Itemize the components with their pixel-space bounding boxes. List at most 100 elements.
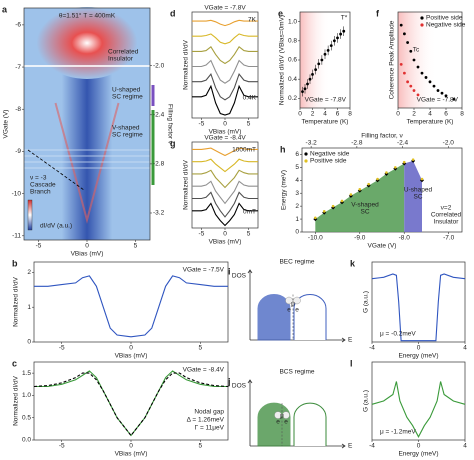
- annotation: VGate = -7.8V: [417, 97, 459, 104]
- line-series: [192, 147, 258, 157]
- x-tick-label: -5: [36, 243, 42, 250]
- legend-marker: [304, 159, 308, 163]
- point: [399, 62, 403, 66]
- annotation: e: [284, 419, 288, 426]
- plot-frame: [299, 11, 351, 109]
- y-axis-label: G (a.u.): [363, 390, 370, 412]
- point: [367, 182, 370, 186]
- annotation: SC regime: [112, 132, 143, 139]
- point: [409, 84, 413, 88]
- x-tick-label: 4: [463, 443, 467, 450]
- annotation: μ = -1.2meV: [380, 429, 416, 436]
- y-tick-label: 1.0: [22, 392, 31, 399]
- line-series: [192, 19, 258, 27]
- point: [301, 90, 304, 94]
- point: [308, 77, 312, 81]
- electron: [293, 296, 301, 305]
- annotation: Δ = 1.26meV: [187, 417, 225, 424]
- cascade-dash: [27, 149, 85, 191]
- y-tick-label: 0.8: [288, 38, 297, 45]
- point: [320, 58, 324, 62]
- annotation: BEC regime: [279, 259, 314, 266]
- panel-label: f: [376, 8, 380, 18]
- panel-label: k: [350, 258, 356, 268]
- point: [412, 58, 416, 62]
- annotation: e: [276, 419, 280, 426]
- heatmap-blob: [36, 7, 138, 79]
- y-axis-label: Normalized dI/dV: [13, 375, 20, 426]
- annotation: U-shaped: [404, 187, 433, 194]
- annotation: DOS: [232, 383, 247, 390]
- point: [420, 71, 424, 75]
- point: [424, 76, 428, 79]
- plot-frame: [397, 11, 463, 109]
- annotation: E: [348, 443, 353, 450]
- y-tick-label: 0.4: [288, 76, 297, 83]
- annotation: Tc: [413, 47, 420, 54]
- point: [416, 65, 420, 69]
- point: [412, 89, 416, 92]
- x-axis-label: VGate (V): [368, 243, 397, 250]
- point: [416, 93, 420, 97]
- y-tick-label: 3: [295, 190, 299, 197]
- panel-label: i: [228, 266, 231, 276]
- y-tick-label: 4: [295, 177, 299, 184]
- annotation: SC regime: [112, 94, 143, 101]
- x-tick-label: 0: [223, 121, 227, 128]
- point: [411, 158, 415, 161]
- y-tick-label: 1.0: [288, 18, 297, 25]
- x-axis-label: Temperature (K): [407, 119, 454, 126]
- plot-frame: [191, 11, 259, 119]
- panel-label: g: [170, 138, 176, 148]
- annotation: e: [295, 307, 299, 314]
- x2-tick-label: -2.4: [397, 140, 409, 147]
- heatmap-v: [54, 102, 120, 224]
- legend-label: Negative side: [310, 151, 350, 158]
- panel-label: l: [350, 358, 353, 368]
- point: [399, 23, 403, 27]
- line-series: [192, 59, 258, 84]
- x-tick-label: 4: [323, 111, 327, 118]
- point: [322, 210, 326, 213]
- annotation: SC: [413, 194, 422, 201]
- annotation: V-shaped: [112, 125, 140, 132]
- annotation: θ=1.51° T = 400mK: [59, 12, 116, 20]
- point: [326, 49, 330, 52]
- y-tick-label: -11: [12, 233, 21, 240]
- x-tick-label: 0: [417, 443, 421, 450]
- annotation: μ: [291, 301, 295, 308]
- annotation: VGate = -7.8V: [305, 97, 347, 104]
- annotation: BCS regime: [279, 369, 314, 376]
- x-tick-label: 6: [336, 111, 340, 118]
- y-axis-label: Normalized dI/dV: [183, 39, 190, 90]
- x-tick-label: -9.0: [354, 235, 366, 242]
- panel-label: j: [227, 376, 231, 386]
- annotation: e: [287, 307, 291, 314]
- x-tick-label: 5: [198, 345, 202, 352]
- x-tick-label: 2: [311, 111, 315, 118]
- line-series: [192, 45, 258, 65]
- annotation: 0.4K: [243, 95, 257, 102]
- x-tick-label: 0: [129, 345, 133, 352]
- line-series: [34, 275, 228, 338]
- area-fill: [315, 163, 405, 232]
- point: [436, 89, 440, 92]
- x-axis-label: VBias (mV): [71, 251, 104, 258]
- point: [317, 62, 321, 66]
- legend-marker: [420, 16, 424, 20]
- x-tick-label: -5: [59, 345, 65, 352]
- point: [303, 87, 307, 91]
- axis-arrow: [247, 269, 346, 343]
- x2-tick-label: -3.2: [306, 140, 318, 147]
- point: [444, 94, 448, 98]
- x-tick-label: 2: [412, 111, 416, 118]
- y2-tick-label: -2.4: [153, 112, 165, 119]
- y-tick-label: -8: [15, 106, 21, 113]
- annotation: E: [348, 337, 353, 344]
- colorbar: [27, 199, 33, 231]
- annotation: T*: [341, 15, 348, 22]
- point: [440, 91, 444, 95]
- shade: [300, 12, 330, 108]
- point: [332, 39, 336, 43]
- plot-frame: [33, 361, 229, 441]
